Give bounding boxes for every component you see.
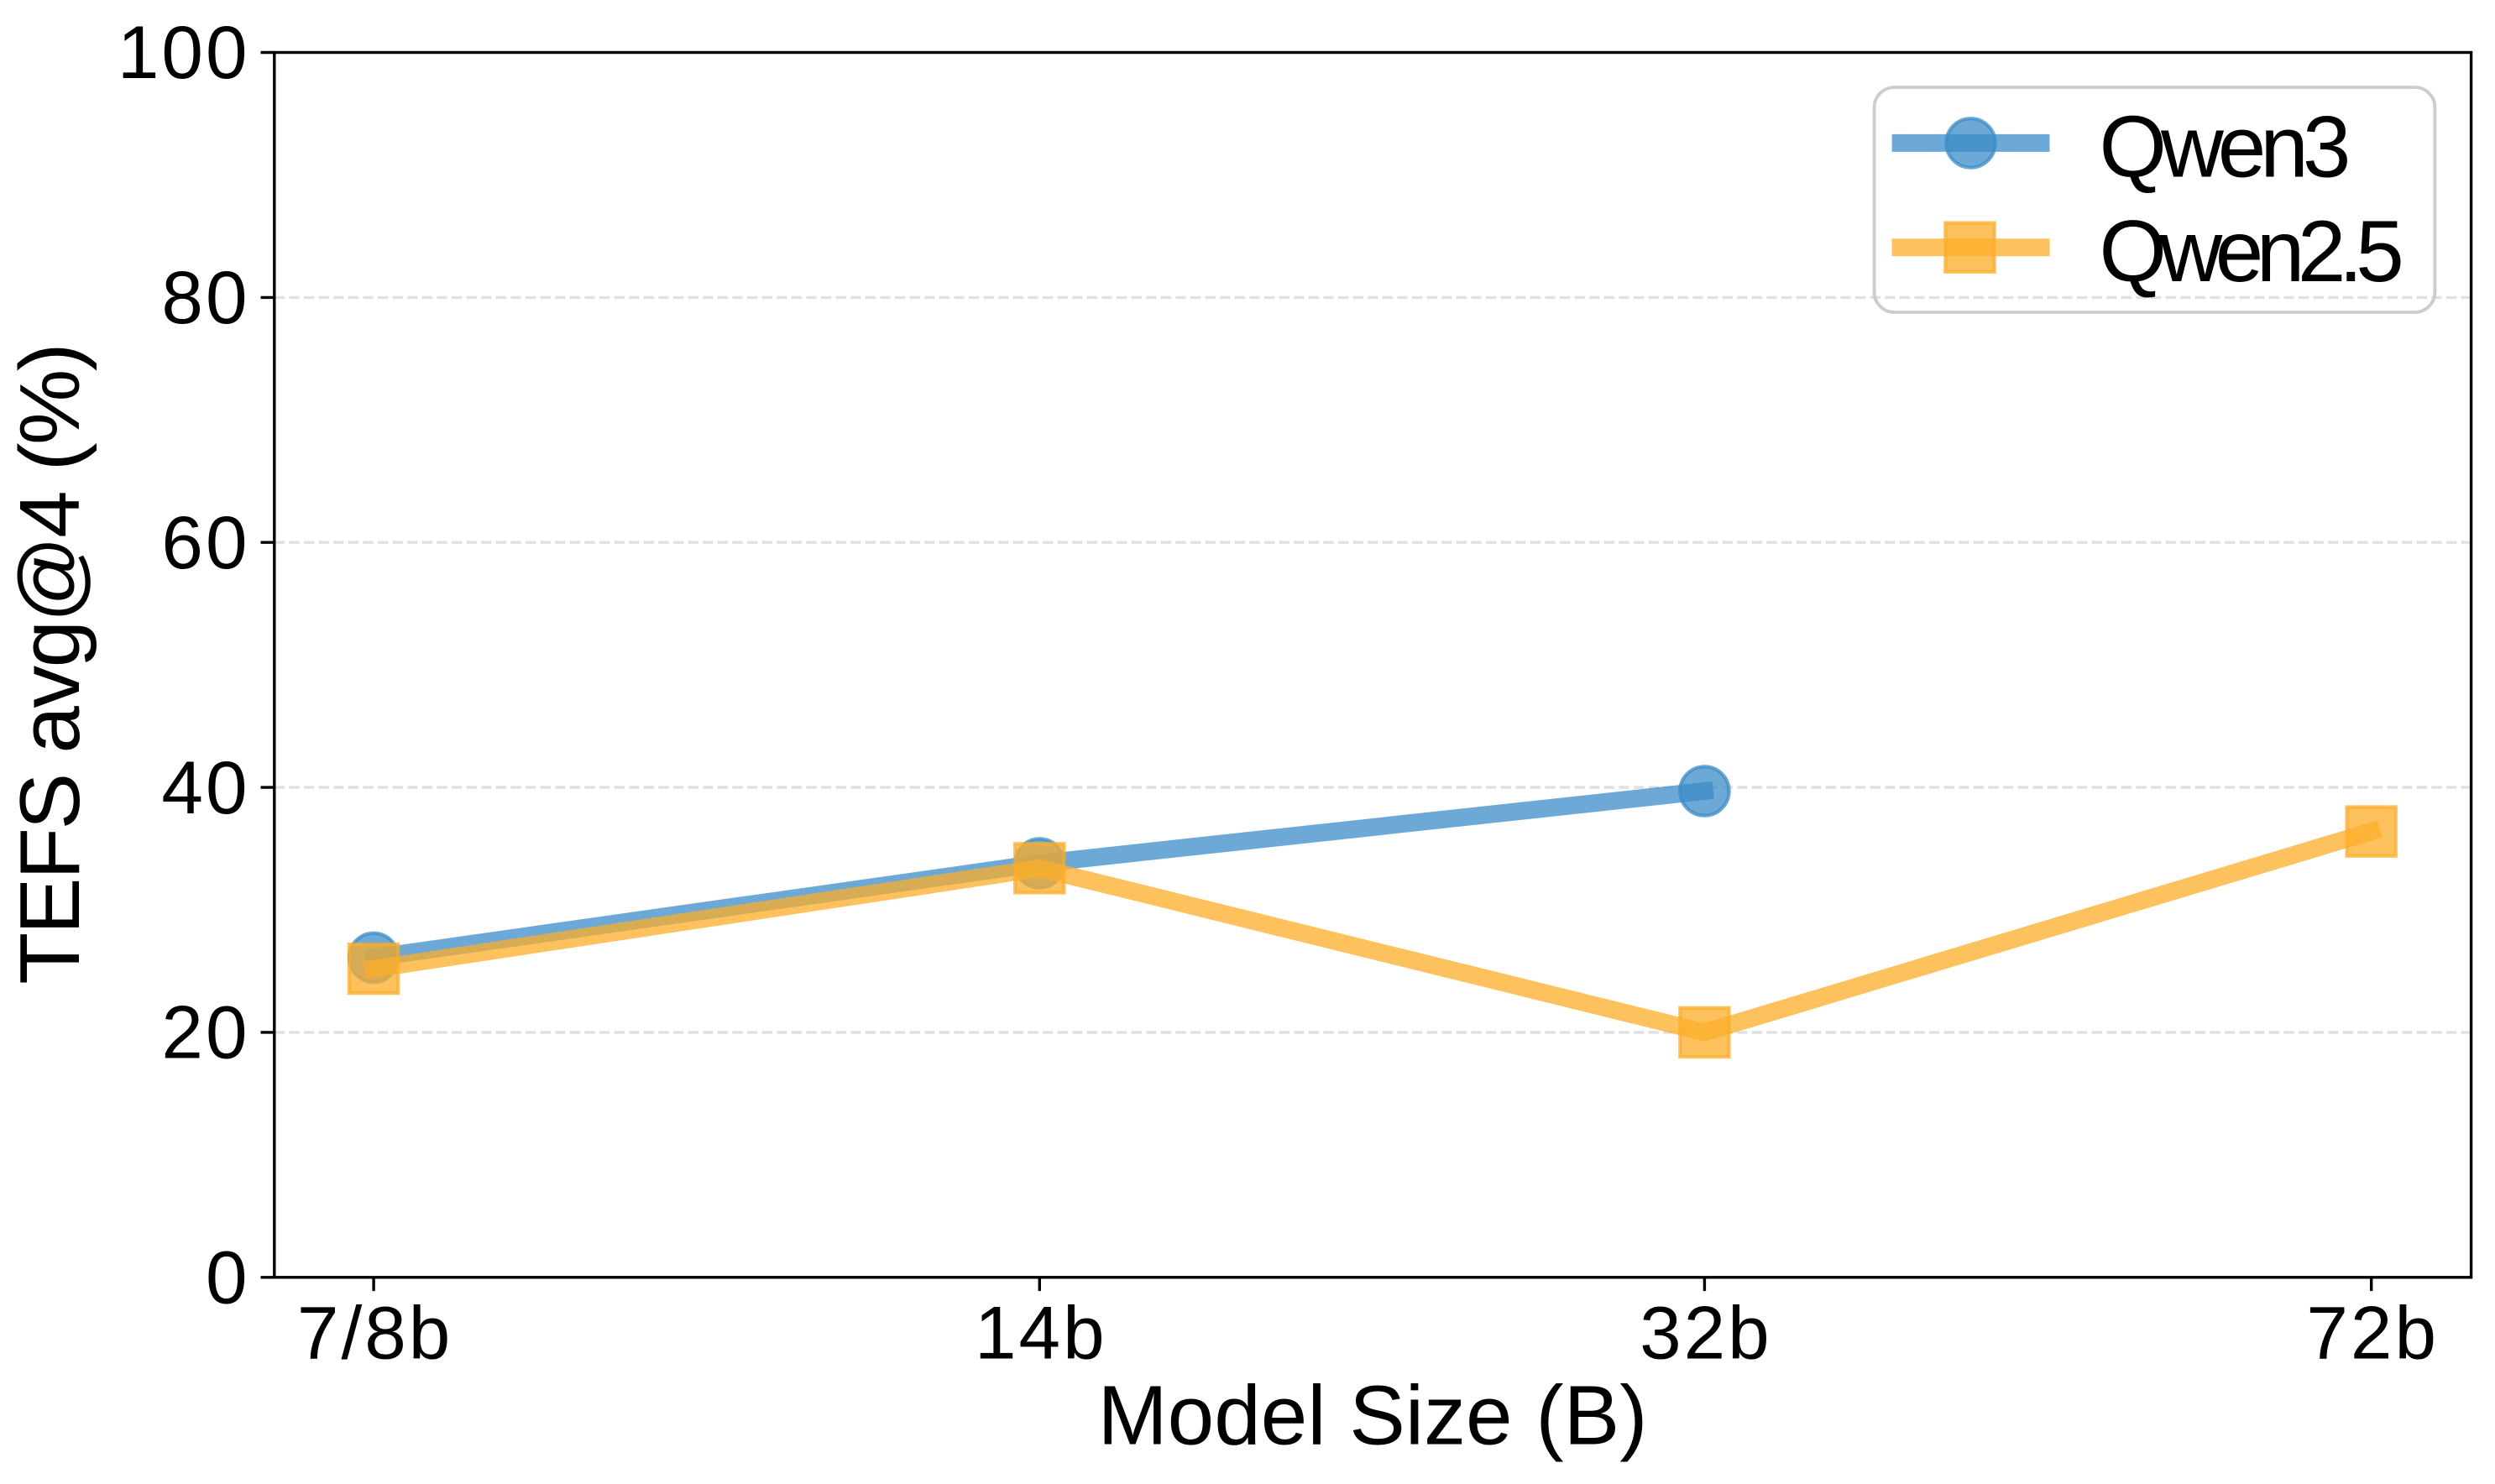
- svg-text:Model Size (B): Model Size (B): [1097, 1370, 1647, 1463]
- svg-text:0: 0: [206, 1236, 250, 1319]
- svg-text:7/8b: 7/8b: [297, 1291, 452, 1375]
- svg-text:Qwen3: Qwen3: [2100, 98, 2348, 196]
- svg-text:60: 60: [161, 500, 249, 584]
- svg-text:32b: 32b: [1640, 1291, 1772, 1375]
- svg-text:20: 20: [161, 990, 249, 1074]
- svg-text:72b: 72b: [2306, 1291, 2439, 1375]
- svg-text:Qwen2.5: Qwen2.5: [2100, 202, 2402, 300]
- svg-text:14b: 14b: [975, 1291, 1107, 1375]
- svg-text:100: 100: [118, 10, 250, 94]
- svg-text:40: 40: [161, 745, 249, 829]
- svg-text:80: 80: [161, 255, 249, 339]
- svg-text:TEFS avg@4 (%): TEFS avg@4 (%): [2, 345, 97, 985]
